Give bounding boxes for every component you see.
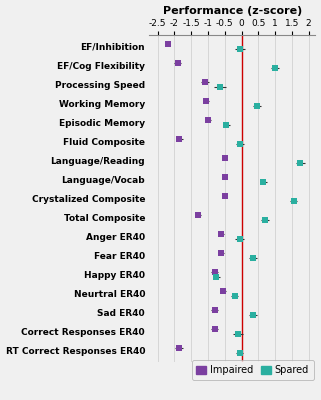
Legend: Impaired, Spared: Impaired, Spared bbox=[192, 360, 314, 380]
X-axis label: Performance (z-score): Performance (z-score) bbox=[163, 6, 302, 16]
